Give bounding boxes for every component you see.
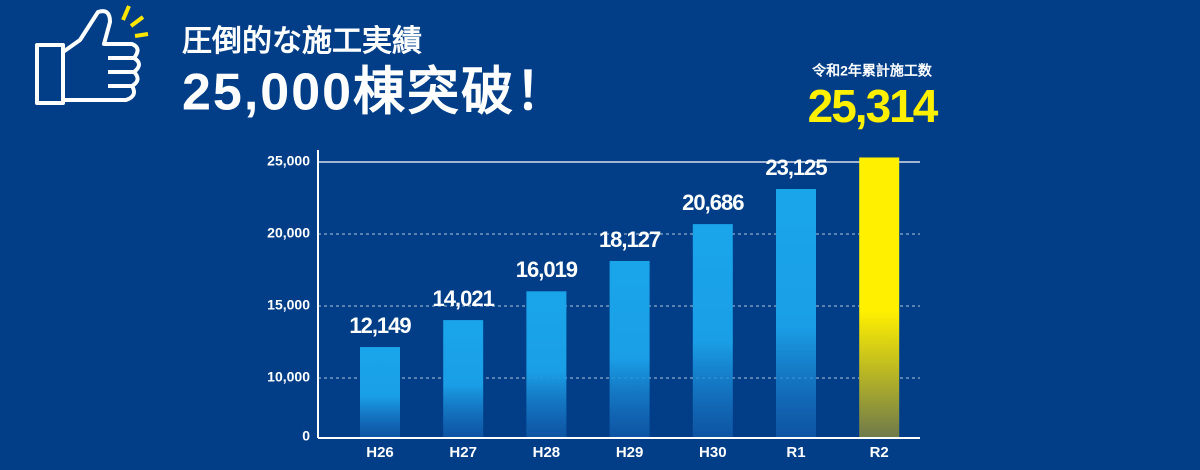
bar <box>692 224 733 437</box>
value-label: 25,314 <box>808 80 939 132</box>
y-tick-label: 20,000 <box>267 225 310 241</box>
x-tick-label: H28 <box>533 444 561 461</box>
x-tick-label: H27 <box>449 444 477 461</box>
x-tick-label: H26 <box>366 444 394 461</box>
title: 圧倒的な施工実績 <box>182 25 422 58</box>
thumbs-up-icon <box>35 9 141 105</box>
bar <box>443 320 484 437</box>
x-tick-label: R2 <box>870 444 889 461</box>
value-label: 16,019 <box>516 257 578 282</box>
value-label: 12,149 <box>349 313 411 338</box>
x-tick-label: H29 <box>616 444 644 461</box>
rays <box>121 5 149 38</box>
subtitle: 25,000棟突破！ <box>182 64 569 122</box>
value-label: 23,125 <box>765 155 827 180</box>
y-tick-label: 0 <box>302 428 310 444</box>
bar <box>859 157 900 437</box>
value-label: 18,127 <box>599 227 661 252</box>
y-tick-label: 10,000 <box>267 369 310 385</box>
y-tick-label: 25,000 <box>267 153 310 169</box>
value-label: 14,021 <box>433 286 495 311</box>
value-label: 20,686 <box>682 190 744 215</box>
x-tick-label: H30 <box>699 444 727 461</box>
annotation: 令和2年累計施工数 <box>811 63 933 79</box>
x-tick-label: R1 <box>786 444 805 461</box>
bar <box>360 347 400 437</box>
bar <box>609 260 650 437</box>
bar <box>526 291 567 437</box>
y-tick-label: 15,000 <box>267 297 310 313</box>
bar <box>776 189 816 437</box>
